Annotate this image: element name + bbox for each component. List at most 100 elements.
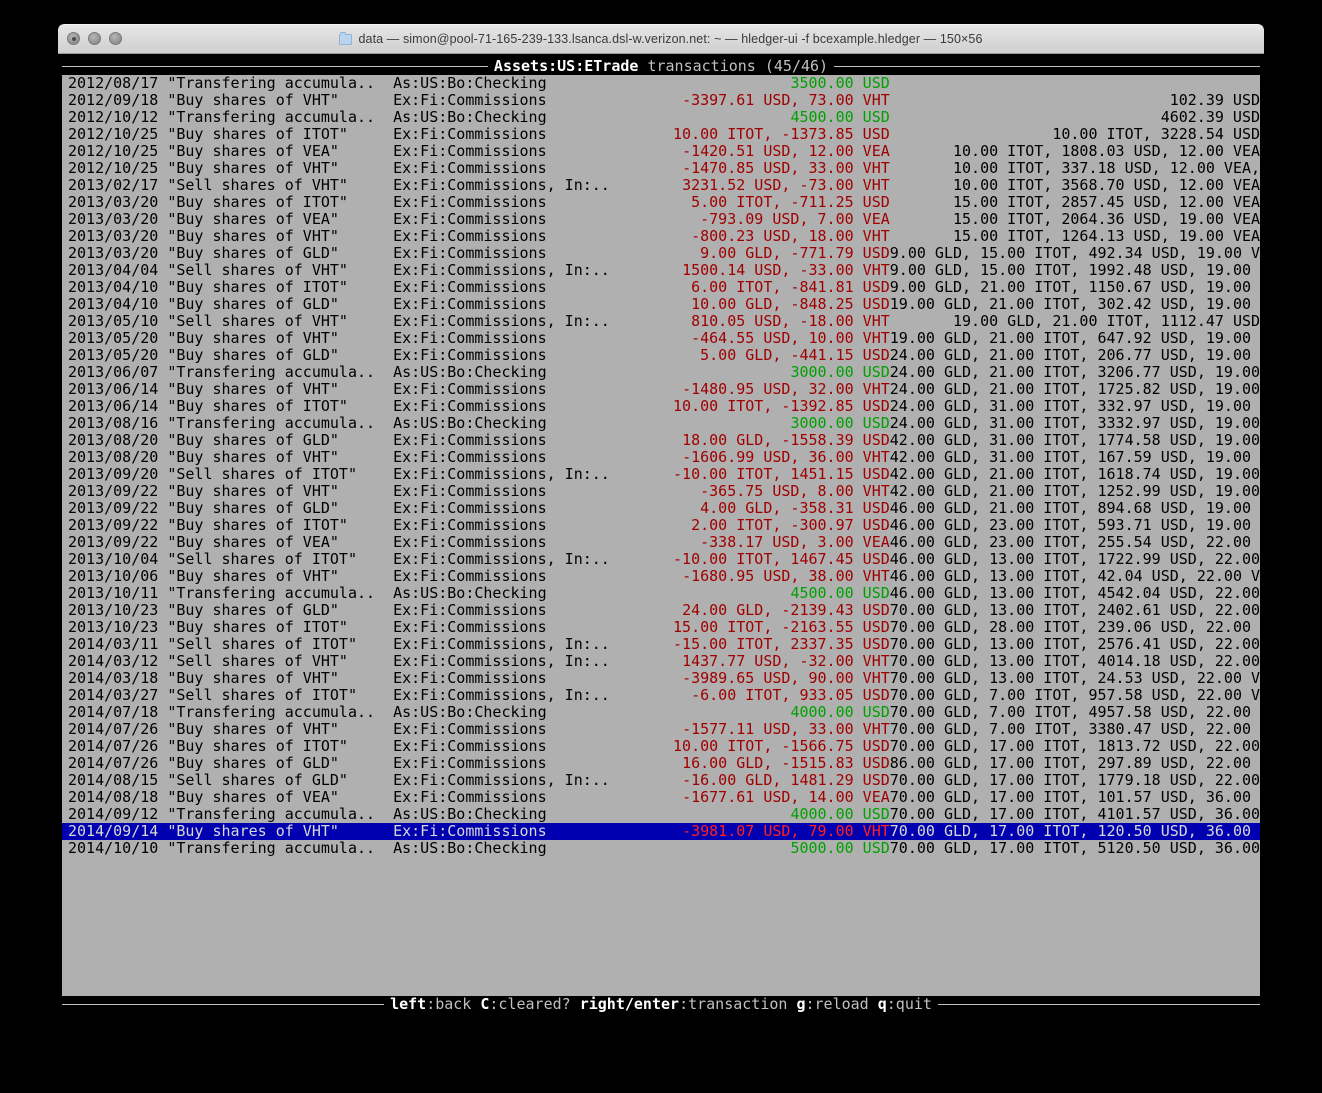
table-row[interactable]: 2013/05/20 "Buy shares of VHT" Ex:Fi:Commi… [62, 330, 1260, 347]
transactions-list[interactable]: 2012/08/17 "Transfering accumula.. As:US:B… [62, 75, 1260, 996]
row-description: "Transfering accumula.. [167, 703, 376, 721]
table-row[interactable]: 2013/04/10 "Buy shares of GLD" Ex:Fi:Commi… [62, 296, 1260, 313]
row-account: Ex:Fi:Commissions [393, 499, 547, 517]
row-description: "Sell shares of GLD" [167, 771, 348, 789]
table-row[interactable]: 2013/04/10 "Buy shares of ITOT" Ex:Fi:Comm… [62, 279, 1260, 296]
table-row[interactable]: 2014/07/26 "Buy shares of ITOT" Ex:Fi:Comm… [62, 738, 1260, 755]
table-row[interactable]: 2013/08/20 "Buy shares of VHT" Ex:Fi:Commi… [62, 449, 1260, 466]
row-date: 2014/03/27 [68, 686, 159, 704]
table-row[interactable]: 2013/09/22 "Buy shares of ITOT" Ex:Fi:Comm… [62, 517, 1260, 534]
row-account: Ex:Fi:Commissions [393, 482, 547, 500]
table-row[interactable]: 2014/07/26 "Buy shares of VHT" Ex:Fi:Commi… [62, 721, 1260, 738]
window-titlebar[interactable]: data — simon@pool-71-165-239-133.lsanca.… [58, 24, 1264, 54]
table-row[interactable]: 2013/08/20 "Buy shares of GLD" Ex:Fi:Commi… [62, 432, 1260, 449]
row-date: 2014/03/18 [68, 669, 159, 687]
table-row[interactable]: 2014/10/10 "Transfering accumula.. As:US:B… [62, 840, 1260, 857]
row-description: "Sell shares of ITOT" [167, 635, 357, 653]
row-balance: 24.00 GLD, 31.00 ITOT, 3332.97 USD, 19.0… [889, 414, 1260, 432]
table-row[interactable]: 2013/03/20 "Buy shares of VEA" Ex:Fi:Commi… [62, 211, 1260, 228]
table-row[interactable]: 2013/09/22 "Buy shares of GLD" Ex:Fi:Commi… [62, 500, 1260, 517]
table-row[interactable]: 2012/08/17 "Transfering accumula.. As:US:B… [62, 75, 1260, 92]
row-amount: -1480.95 USD, 32.00 VHT [682, 380, 890, 398]
table-row[interactable]: 2014/09/14 "Buy shares of VHT" Ex:Fi:Commi… [62, 823, 1260, 840]
table-row[interactable]: 2013/03/20 "Buy shares of ITOT" Ex:Fi:Comm… [62, 194, 1260, 211]
table-row[interactable]: 2014/08/15 "Sell shares of GLD" Ex:Fi:Comm… [62, 772, 1260, 789]
table-row[interactable]: 2013/03/20 "Buy shares of GLD" Ex:Fi:Commi… [62, 245, 1260, 262]
row-description: "Transfering accumula.. [167, 363, 376, 381]
row-balance: 70.00 GLD, 17.00 ITOT, 1779.18 USD, 22.0… [889, 771, 1260, 789]
table-row[interactable]: 2013/10/04 "Sell shares of ITOT" Ex:Fi:Com… [62, 551, 1260, 568]
window-controls[interactable] [67, 32, 122, 45]
row-date: 2014/08/15 [68, 771, 159, 789]
row-description: "Transfering accumula.. [167, 839, 376, 857]
row-account: Ex:Fi:Commissions [393, 567, 547, 585]
table-row[interactable]: 2012/09/18 "Buy shares of VHT" Ex:Fi:Commi… [62, 92, 1260, 109]
table-row[interactable]: 2013/06/14 "Buy shares of VHT" Ex:Fi:Commi… [62, 381, 1260, 398]
table-row[interactable]: 2013/05/20 "Buy shares of GLD" Ex:Fi:Commi… [62, 347, 1260, 364]
app-title-text: Assets:US:ETrade transactions (45/46) [488, 58, 834, 75]
table-row[interactable]: 2013/08/16 "Transfering accumula.. As:US:B… [62, 415, 1260, 432]
row-amount: -793.09 USD, 7.00 VEA [700, 210, 890, 228]
row-date: 2013/03/20 [68, 244, 159, 262]
table-row[interactable]: 2013/10/23 "Buy shares of GLD" Ex:Fi:Commi… [62, 602, 1260, 619]
table-row[interactable]: 2013/10/06 "Buy shares of VHT" Ex:Fi:Commi… [62, 568, 1260, 585]
table-row[interactable]: 2014/03/18 "Buy shares of VHT" Ex:Fi:Commi… [62, 670, 1260, 687]
row-amount: 3231.52 USD, -73.00 VHT [682, 176, 890, 194]
table-row[interactable]: 2013/03/20 "Buy shares of VHT" Ex:Fi:Commi… [62, 228, 1260, 245]
table-row[interactable]: 2012/10/25 "Buy shares of VEA" Ex:Fi:Commi… [62, 143, 1260, 160]
table-row[interactable]: 2014/03/11 "Sell shares of ITOT" Ex:Fi:Com… [62, 636, 1260, 653]
table-row[interactable]: 2013/04/04 "Sell shares of VHT" Ex:Fi:Comm… [62, 262, 1260, 279]
row-account: Ex:Fi:Commissions, In:.. [393, 261, 610, 279]
status-key-reload[interactable]: g [796, 996, 806, 1013]
table-row[interactable]: 2012/10/25 "Buy shares of ITOT" Ex:Fi:Comm… [62, 126, 1260, 143]
row-description: "Buy shares of VHT" [167, 329, 339, 347]
table-row[interactable]: 2014/07/18 "Transfering accumula.. As:US:B… [62, 704, 1260, 721]
table-row[interactable]: 2013/09/20 "Sell shares of ITOT" Ex:Fi:Com… [62, 466, 1260, 483]
table-row[interactable]: 2012/10/25 "Buy shares of VHT" Ex:Fi:Commi… [62, 160, 1260, 177]
table-row[interactable]: 2013/05/10 "Sell shares of VHT" Ex:Fi:Comm… [62, 313, 1260, 330]
title-rule-right [834, 66, 1260, 67]
table-row[interactable]: 2013/09/22 "Buy shares of VEA" Ex:Fi:Commi… [62, 534, 1260, 551]
table-row[interactable]: 2014/09/12 "Transfering accumula.. As:US:B… [62, 806, 1260, 823]
table-row[interactable]: 2013/10/11 "Transfering accumula.. As:US:B… [62, 585, 1260, 602]
row-account: Ex:Fi:Commissions [393, 227, 547, 245]
row-balance: 46.00 GLD, 13.00 ITOT, 42.04 USD, 22.00 … [889, 567, 1260, 585]
row-description: "Buy shares of ITOT" [167, 278, 348, 296]
row-description: "Buy shares of VHT" [167, 822, 339, 840]
table-row[interactable]: 2014/03/12 "Sell shares of VHT" Ex:Fi:Comm… [62, 653, 1260, 670]
row-description: "Buy shares of VHT" [167, 720, 339, 738]
table-row[interactable]: 2014/03/27 "Sell shares of ITOT" Ex:Fi:Com… [62, 687, 1260, 704]
status-key-quit[interactable]: q [877, 996, 887, 1013]
table-row[interactable]: 2013/06/07 "Transfering accumula.. As:US:B… [62, 364, 1260, 381]
table-row[interactable]: 2013/06/14 "Buy shares of ITOT" Ex:Fi:Comm… [62, 398, 1260, 415]
row-description: "Buy shares of ITOT" [167, 737, 348, 755]
status-separator [571, 996, 580, 1013]
table-row[interactable]: 2014/08/18 "Buy shares of VEA" Ex:Fi:Commi… [62, 789, 1260, 806]
status-key-transaction[interactable]: right/enter [579, 996, 680, 1013]
table-row[interactable]: 2013/02/17 "Sell shares of VHT" Ex:Fi:Comm… [62, 177, 1260, 194]
row-account: As:US:Bo:Checking [393, 839, 547, 857]
row-date: 2014/10/10 [68, 839, 159, 857]
row-date: 2012/10/25 [68, 142, 159, 160]
zoom-button[interactable] [109, 32, 122, 45]
row-description: "Buy shares of VHT" [167, 380, 339, 398]
table-row[interactable]: 2012/10/12 "Transfering accumula.. As:US:B… [62, 109, 1260, 126]
row-balance: 70.00 GLD, 7.00 ITOT, 3380.47 USD, 22.00… [889, 720, 1252, 738]
row-account: As:US:Bo:Checking [393, 363, 547, 381]
table-row[interactable]: 2013/10/23 "Buy shares of ITOT" Ex:Fi:Comm… [62, 619, 1260, 636]
row-account: Ex:Fi:Commissions [393, 533, 547, 551]
hledger-ui-app: Assets:US:ETrade transactions (45/46) 20… [62, 58, 1260, 1021]
status-key-cleared?[interactable]: C [480, 996, 490, 1013]
minimize-button[interactable] [88, 32, 101, 45]
status-key-back[interactable]: left [390, 996, 427, 1013]
row-balance: 10.00 ITOT, 1808.03 USD, 12.00 VEA, 73.0… [952, 142, 1260, 160]
app-title-rest: transactions (45/46) [638, 58, 829, 75]
row-balance: 70.00 GLD, 28.00 ITOT, 239.06 USD, 22.00… [889, 618, 1252, 636]
status-bar-keys[interactable]: left:back C:cleared? right/enter:transac… [384, 996, 938, 1013]
table-row[interactable]: 2014/07/26 "Buy shares of GLD" Ex:Fi:Commi… [62, 755, 1260, 772]
row-account: Ex:Fi:Commissions [393, 618, 547, 636]
table-row[interactable]: 2013/09/22 "Buy shares of VHT" Ex:Fi:Commi… [62, 483, 1260, 500]
row-account: Ex:Fi:Commissions [393, 346, 547, 364]
row-balance: 15.00 ITOT, 2857.45 USD, 12.00 VEA, 33.0… [952, 193, 1260, 211]
close-button[interactable] [67, 32, 80, 45]
